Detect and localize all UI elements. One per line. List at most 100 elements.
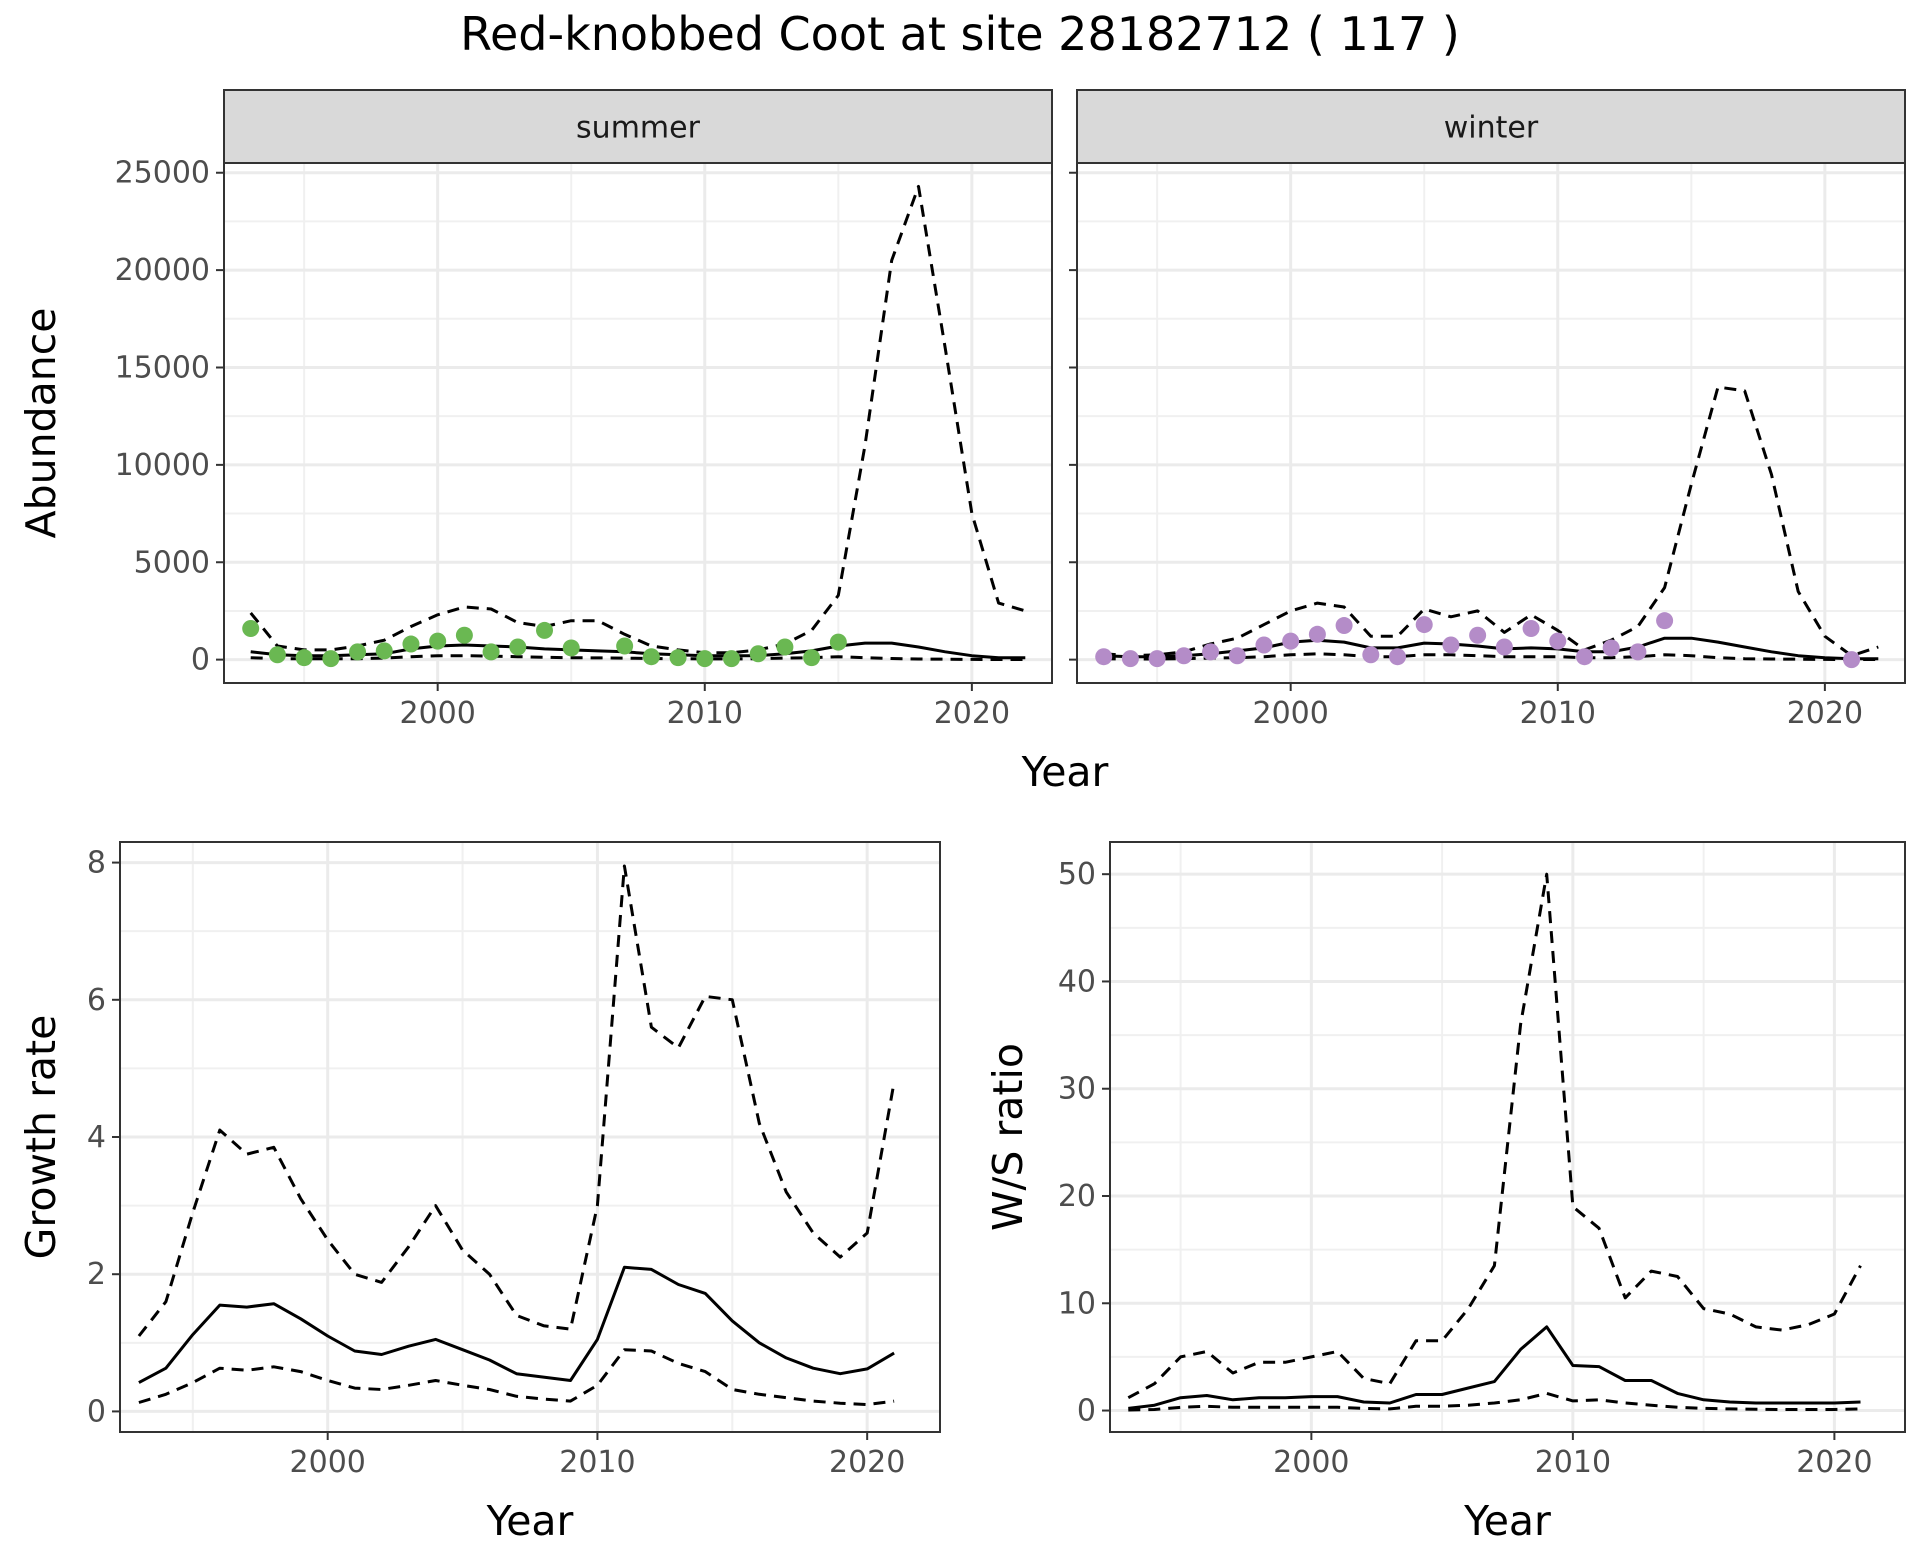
- x-tick-label: 2020: [934, 696, 1010, 731]
- series-line-lower: [1128, 1391, 1861, 1412]
- data-point: [1415, 616, 1433, 634]
- series-line-lower: [138, 1348, 895, 1407]
- data-point: [242, 619, 260, 637]
- x-tick-label: 2000: [399, 696, 475, 731]
- series-line-upper: [1127, 872, 1862, 1400]
- data-point: [1469, 626, 1487, 644]
- panel-winter: winter 2000 2010 2020: [1069, 89, 1906, 731]
- panel-summer: summer 2000 2010 2020 0 5000 10000 15000 20000 25…: [17, 89, 1109, 796]
- y-tick-label: 4: [87, 1120, 106, 1155]
- y-tick-label: 15000: [115, 350, 210, 385]
- x-tick-label: 2010: [559, 1445, 635, 1480]
- data-point: [562, 639, 580, 657]
- y-tick-label: 20000: [115, 253, 210, 288]
- x-tick-label: 2010: [1520, 696, 1596, 731]
- data-point: [1629, 643, 1647, 661]
- data-point: [322, 650, 340, 668]
- data-point: [1121, 650, 1139, 668]
- data-point: [696, 650, 714, 668]
- y-axis-title: Growth rate: [17, 1015, 65, 1260]
- data-point: [1362, 646, 1380, 664]
- x-tick-label: 2020: [1787, 696, 1863, 731]
- x-tick-label: 2000: [1273, 1445, 1349, 1480]
- series-line-estimate: [1128, 1325, 1861, 1410]
- y-tick-label: 6: [87, 983, 106, 1018]
- y-tick-label: 25000: [115, 156, 210, 191]
- y-tick-label: 10000: [115, 448, 210, 483]
- data-point: [429, 632, 447, 650]
- y-tick-label: 0: [87, 1394, 106, 1429]
- data-point: [509, 638, 527, 656]
- data-point: [1228, 647, 1246, 665]
- data-point: [722, 650, 740, 668]
- data-point: [402, 635, 420, 653]
- y-tick-label: 8: [87, 846, 106, 881]
- y-tick-label: 30: [1058, 1072, 1096, 1107]
- data-point: [1656, 612, 1674, 630]
- data-point: [268, 646, 286, 664]
- series-line-lower: [250, 654, 1026, 661]
- series-line-upper: [137, 864, 896, 1337]
- y-axis-title: W/S ratio: [984, 1043, 1032, 1231]
- series-line-estimate: [138, 1265, 895, 1384]
- panel-border: [1109, 841, 1906, 1433]
- data-point: [1095, 648, 1113, 666]
- x-tick-label: 2020: [829, 1445, 905, 1480]
- panel-ratio: 2000 2010 2020 0 10 20 30 40 50 W/S ratio Year: [984, 841, 1906, 1545]
- data-point: [1282, 632, 1300, 650]
- data-point: [829, 633, 847, 651]
- data-point: [375, 642, 393, 660]
- data-point: [295, 649, 313, 667]
- y-tick-label: 40: [1058, 964, 1096, 999]
- data-point: [1522, 619, 1540, 637]
- series-line-upper: [1103, 385, 1879, 658]
- y-tick-label: 0: [1077, 1394, 1096, 1429]
- x-tick-label: 2010: [1535, 1445, 1611, 1480]
- data-point: [1308, 625, 1326, 643]
- x-tick-label: 2000: [290, 1445, 366, 1480]
- data-point: [455, 626, 473, 644]
- data-point: [1148, 650, 1166, 668]
- x-tick-label: 2000: [1252, 696, 1328, 731]
- series-line-upper: [249, 184, 1026, 655]
- data-point: [536, 621, 554, 639]
- panel-border: [223, 162, 1053, 684]
- y-tick-label: 5000: [134, 545, 210, 580]
- y-tick-label: 2: [87, 1257, 106, 1292]
- data-point: [349, 643, 367, 661]
- y-tick-label: 20: [1058, 1179, 1096, 1214]
- data-point: [642, 648, 660, 666]
- x-tick-label: 2020: [1796, 1445, 1872, 1480]
- facet-strip-label: winter: [1444, 111, 1539, 146]
- facet-strip: [223, 89, 1053, 164]
- data-point: [1335, 617, 1353, 635]
- data-point: [1442, 636, 1460, 654]
- data-point: [1843, 651, 1861, 669]
- y-tick-label: 10: [1058, 1286, 1096, 1321]
- data-point: [1202, 643, 1220, 661]
- data-point: [749, 645, 767, 663]
- data-point: [1389, 648, 1407, 666]
- y-axis-title: Abundance: [17, 308, 65, 539]
- x-tick-label: 2010: [667, 696, 743, 731]
- y-tick-label: 0: [191, 643, 210, 678]
- data-point: [1549, 632, 1567, 650]
- data-point: [616, 637, 634, 655]
- chart-title: Red-knobbed Coot at site 28182712 ( 117 …: [460, 7, 1460, 61]
- data-point: [482, 643, 500, 661]
- data-point: [803, 649, 821, 667]
- data-point: [1255, 636, 1273, 654]
- data-point: [1495, 638, 1513, 656]
- data-point: [1602, 639, 1620, 657]
- data-point: [1175, 647, 1193, 665]
- panel-growth: 2000 2010 2020 0 2 4 6 8 Growth rate Year: [17, 841, 941, 1545]
- x-axis-title: Year: [1021, 748, 1109, 796]
- data-point: [669, 649, 687, 667]
- panel-border: [1076, 162, 1906, 684]
- x-axis-title: Year: [486, 1497, 574, 1545]
- facet-strip: [1076, 89, 1906, 164]
- data-point: [776, 638, 794, 656]
- series-line-estimate: [250, 641, 1026, 660]
